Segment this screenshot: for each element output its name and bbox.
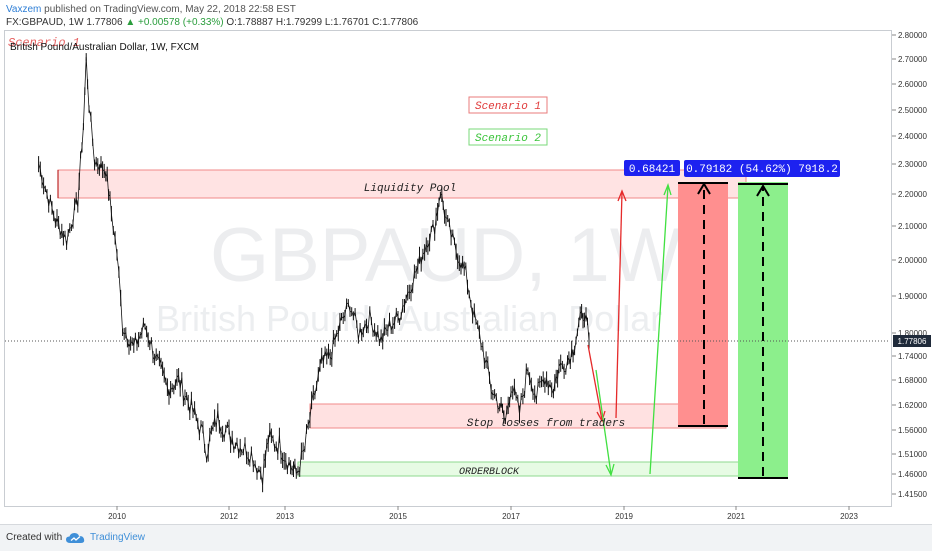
price-label-text: 0.68421 [629,164,676,176]
y-tick-label: 2.80000 [898,31,927,40]
scenario1-path-down [587,344,603,421]
x-tick-label: 2013 [276,512,294,521]
tradingview-link[interactable]: TradingView [90,532,146,543]
ohlc-line: FX:GBPAUD, 1W 1.77806 ▲ +0.00578 (+0.33%… [6,17,418,28]
orderblock-label: ORDERBLOCK [459,467,520,478]
y-tick-label: 2.70000 [898,55,927,64]
chart-svg[interactable]: 2.80000 2.70000 2.60000 2.50000 2.40000 2.300… [0,0,932,524]
scenario2-up-arrowhead [663,183,672,196]
tradingview-cloud-icon [66,531,86,549]
time-axis[interactable]: 2010 2012 2013 2015 2017 2019 2021 2023 [108,506,858,521]
y-tick-label: 2.50000 [898,106,927,115]
x-tick-label: 2012 [220,512,238,521]
y-tick-label: 1.56000 [898,426,927,435]
price-line [38,56,590,485]
x-tick-label: 2015 [389,512,407,521]
scenario1-measure-arrowhead [697,182,711,195]
x-tick-label: 2023 [840,512,858,521]
y-tick-label: 2.60000 [898,80,927,89]
scenario2-label: Scenario 2 [475,133,541,145]
last-price: 1.77806 [86,17,123,28]
price-label-badge[interactable] [624,160,680,176]
liquidity-pool-label: Liquidity Pool [364,183,456,195]
scenario2-path-down [595,369,612,475]
scenario1-path-up [615,191,623,419]
last-price-badge-text: 1.77806 [898,337,927,346]
orderblock-zone[interactable] [297,461,765,477]
last-price-badge [893,335,931,347]
y-tick-label: 2.40000 [898,132,927,141]
scenario2-label-box[interactable] [468,128,548,146]
footer-bar: Created with TradingView [0,524,932,551]
measure-badge[interactable] [684,160,840,177]
price-series[interactable] [38,53,590,493]
scenario2-path-up [649,185,669,475]
y-tick-label: 1.74000 [898,352,927,361]
price-axis[interactable]: 2.80000 2.70000 2.60000 2.50000 2.40000 2.300… [892,31,927,499]
y-tick-label: 1.46000 [898,470,927,479]
y-tick-label: 1.90000 [898,292,927,301]
scenario1-label-box[interactable] [468,96,548,114]
created-with-text: Created with [6,532,63,543]
y-tick-label: 1.80000 [898,329,927,338]
y-tick-label: 1.51000 [898,450,927,459]
y-tick-label: 2.10000 [898,222,927,231]
faded-scenario-label: Scenario 1 [8,36,80,50]
ohlc-values: O:1.78887 H:1.79299 L:1.76701 C:1.77806 [226,17,419,28]
scenario2-down-arrowhead [605,463,615,477]
price-change: ▲ +0.00578 (+0.33%) [125,17,224,28]
x-tick-label: 2010 [108,512,126,521]
symbol-label: FX:GBPAUD, 1W [6,17,84,28]
watermark-symbol: GBPAUD, 1W [210,213,682,298]
y-tick-label: 2.00000 [898,256,927,265]
publish-info: Vaxzem published on TradingView.com, May… [6,4,296,15]
scenario2-target-box[interactable] [738,182,788,478]
stop-losses-label: Stop losses from traders [467,418,625,430]
publish-text: published on TradingView.com, May 22, 20… [44,4,296,15]
scenario1-down-arrowhead [596,410,606,423]
chart-title: British Pound/Australian Dollar, 1W, FXC… [10,42,199,53]
publisher-username[interactable]: Vaxzem [6,4,42,15]
measure-text: 0.79182 (54.62%) 7918.2 [686,164,838,176]
y-tick-label: 1.41500 [898,490,927,499]
x-tick-label: 2019 [615,512,633,521]
chart-frame [4,30,892,507]
y-tick-label: 1.62000 [898,401,927,410]
y-tick-label: 1.68000 [898,376,927,385]
x-tick-label: 2021 [727,512,745,521]
scenario2-measure-arrowhead [756,184,770,197]
x-tick-label: 2017 [502,512,520,521]
y-tick-label: 2.30000 [898,160,927,169]
stop-loss-zone[interactable] [309,403,727,429]
scenario1-up-arrowhead [617,189,627,202]
y-tick-label: 2.20000 [898,190,927,199]
scenario1-label: Scenario 1 [475,101,541,113]
